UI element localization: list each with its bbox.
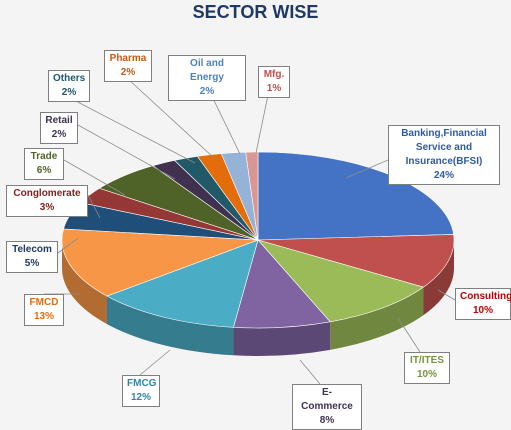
slice-side-consulting (423, 240, 454, 316)
data-label-oil-and-energy: Oil and Energy 2% (168, 55, 246, 101)
chart-title: SECTOR WISE (192, 2, 319, 22)
chart-canvas: SECTOR WISE Banking,Financial Service an… (6, 2, 511, 430)
leader-line-it-ites (397, 317, 421, 353)
data-label-fmcg: FMCG 12% (122, 375, 160, 407)
slice-name: Banking,Financial Service and Insurance(… (401, 128, 487, 167)
leader-line-trade (63, 159, 126, 196)
slice-name: Retail (45, 115, 73, 126)
slice-fmcg (106, 239, 259, 328)
leader-line-e-commerce (299, 359, 321, 385)
data-label-trade: Trade 6% (24, 148, 64, 180)
slice-percent: 3% (39, 202, 55, 213)
data-label-it-ites: IT/ITES 10% (404, 352, 450, 384)
slice-side-e-commerce (233, 321, 331, 356)
pie-chart (44, 78, 456, 385)
data-label-conglomerate: Conglomerate 3% (6, 185, 88, 217)
leader-line-telecom (57, 237, 79, 254)
slice-percent: 13% (33, 311, 54, 322)
slice-name: FMCD (29, 297, 59, 308)
leader-line-pharma (127, 78, 215, 159)
leader-line-retail (77, 124, 176, 180)
data-label-banking-financial-service-and-insurance-bfsi: Banking,Financial Service and Insurance(… (388, 125, 500, 185)
data-label-fmcd: FMCD 13% (24, 294, 64, 326)
data-label-telecom: Telecom 5% (6, 241, 58, 273)
slice-name: Pharma (109, 53, 147, 64)
slice-percent: 2% (61, 87, 77, 98)
slice-consulting (257, 234, 455, 288)
slice-name: E-Commerce (301, 387, 353, 412)
slice-name: Trade (30, 151, 58, 162)
slice-percent: 2% (51, 129, 67, 140)
slice-percent: 2% (120, 67, 136, 78)
slice-e-commerce (233, 239, 331, 329)
slice-percent: 10% (472, 305, 493, 316)
data-label-e-commerce: E-Commerce 8% (292, 384, 362, 430)
data-label-consulting: Consulting 10% (455, 288, 511, 320)
data-label-others: Others 2% (48, 70, 90, 102)
slice-percent: 5% (24, 258, 40, 269)
slice-name: Mfg. (263, 69, 285, 80)
data-label-mfg: Mfg. 1% (258, 66, 290, 98)
slice-percent: 8% (319, 415, 335, 426)
slice-percent: 6% (36, 165, 52, 176)
leader-line-others (69, 97, 196, 164)
slice-name: Consulting (460, 291, 511, 302)
slice-percent: 1% (266, 83, 282, 94)
slice-it-ites (257, 239, 425, 323)
slice-side-fmcg (106, 296, 234, 356)
leader-line-mfg (255, 94, 269, 154)
leader-line-fmcg (139, 349, 171, 376)
slice-name: Oil and Energy (190, 58, 224, 83)
slice-name: Conglomerate (13, 188, 81, 199)
slice-side-it-ites (330, 287, 424, 350)
slice-name: Telecom (12, 244, 52, 255)
leader-line-banking-financial-service-and-insurance-bfsi (345, 159, 389, 179)
slice-percent: 24% (433, 170, 454, 181)
slice-fmcd (61, 228, 259, 297)
leader-line-conglomerate (87, 194, 101, 219)
slice-name: Others (53, 73, 86, 84)
slice-mfg (245, 151, 259, 241)
slice-name: IT/ITES (410, 355, 444, 366)
slice-percent: 12% (130, 392, 151, 403)
slice-name: FMCG (127, 378, 157, 389)
leader-line-consulting (437, 289, 456, 301)
data-label-pharma: Pharma 2% (104, 50, 152, 82)
data-label-retail: Retail 2% (40, 112, 78, 144)
slice-percent: 10% (416, 369, 437, 380)
slice-percent: 2% (199, 86, 215, 97)
slice-side-fmcd (62, 240, 107, 325)
